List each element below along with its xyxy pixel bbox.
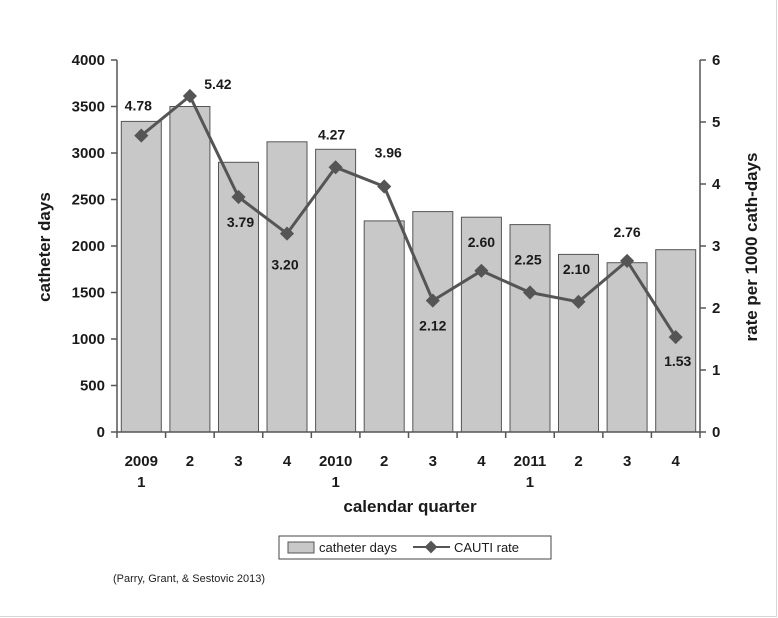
cauti-rate-data-label-9: 2.25 [514,252,541,268]
y2-tick-label: 1 [712,362,720,379]
cauti-rate-line-layer [134,88,683,345]
y-tick-label: 500 [80,378,105,395]
cauti-rate-data-label-3: 3.79 [227,214,254,230]
x-tick-label: 4 [283,453,292,470]
legend-label-cauti-rate: CAUTI rate [454,540,519,555]
cauti-rate-marker-7 [425,293,440,308]
bars-layer [120,106,697,433]
y2-tick-label: 2 [712,300,720,317]
cauti-rate-data-label-8: 2.60 [468,234,495,250]
cauti-rate-marker-5 [328,160,343,175]
y2-tick-label: 6 [712,52,720,69]
x-tick-label: 3 [429,453,437,470]
x-tick-label: 4 [672,453,681,470]
y-tick-label: 2000 [72,238,105,255]
x-tick-label: 3 [623,453,631,470]
x-tick-label: 2 [380,453,388,470]
cauti-rate-data-label-10: 2.10 [563,261,590,277]
bar-catheter-days-11 [606,262,648,433]
y2-tick-label: 0 [712,424,720,441]
y2-tick-label: 3 [712,238,720,255]
cauti-rate-data-label-6: 3.96 [375,145,402,161]
bar-catheter-days-1 [120,120,162,433]
bar-catheter-days-5 [315,148,357,433]
x-axis-title: calendar quarter [343,497,477,516]
cauti-rate-marker-9 [522,285,538,300]
axes-layer: 0 500 1000 1500 2000 2500 3000 3500 4000 0 1 2 3 4 5 6 2… [72,52,721,491]
y-tick-label: 1500 [72,285,105,302]
bar-catheter-days-4 [266,141,308,433]
x-tick-label: 2 [186,453,194,470]
cauti-rate-marker-4 [279,226,295,241]
legend-swatch-catheter-days [287,541,315,554]
x-tick-label: 2010 1 [319,453,352,491]
y-tick-label: 0 [97,424,105,441]
x-tick-label: 3 [234,453,242,470]
cauti-rate-marker-10 [571,294,586,309]
bar-catheter-days-2 [169,106,211,433]
x-tick-label: 2011 1 [514,453,547,491]
cauti-rate-marker-3 [231,189,246,205]
y2-tick-label: 4 [712,176,721,193]
bar-catheter-days-3 [218,161,259,433]
cauti-rate-line [140,94,677,338]
data-labels-layer: 4.78 5.42 3.79 3.20 4.27 3.96 2.12 2.60 2.25 2.10… [125,76,692,369]
y-tick-label: 1000 [72,331,105,348]
cauti-rate-data-label-2: 5.42 [204,76,231,92]
bar-catheter-days-9 [509,224,551,433]
x-tick-label: 2 [574,453,582,470]
legend: catheter days CAUTI rate [278,535,552,560]
cauti-rate-marker-1 [134,128,149,143]
x-tick-label: 4 [477,453,486,470]
y-tick-label: 4000 [72,52,105,69]
y-axis-title: catheter days [35,192,54,302]
x-tick-label: 2009 1 [125,453,158,491]
y2-axis-title: rate per 1000 cath-days [742,153,761,342]
cauti-rate-data-label-11: 2.76 [613,224,640,240]
legend-label-catheter-days: catheter days [319,540,398,555]
cauti-rate-data-label-7: 2.12 [419,318,446,334]
y-tick-label: 2500 [72,192,105,209]
y-tick-label: 3000 [72,145,105,162]
cauti-rate-marker-6 [377,179,392,194]
cauti-rate-marker-8 [474,263,489,278]
bar-catheter-days-10 [558,253,599,433]
cauti-rate-data-label-5: 4.27 [318,126,345,142]
cauti-rate-marker-11 [620,253,635,268]
y-tick-label: 3500 [72,99,105,116]
y2-tick-label: 5 [712,114,720,131]
bar-catheter-days-6 [363,220,405,433]
cauti-rate-marker-12 [668,330,683,345]
cauti-rate-data-label-4: 3.20 [271,257,298,273]
bar-catheter-days-7 [412,211,454,433]
cauti-rate-data-label-12: 1.53 [664,353,691,369]
cauti-rate-data-label-1: 4.78 [125,98,152,114]
source-note: (Parry, Grant, & Sestovic 2013) [113,573,266,585]
